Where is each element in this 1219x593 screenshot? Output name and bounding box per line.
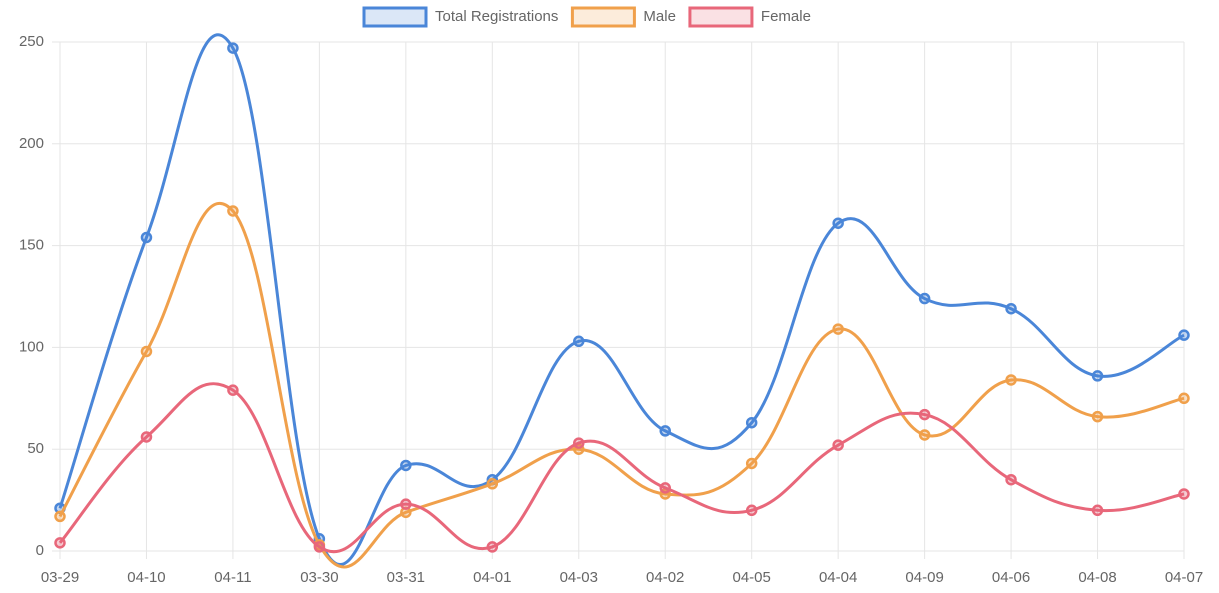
x-tick-label: 04-08 — [1078, 569, 1116, 586]
series-line — [58, 201, 1185, 569]
y-tick-label: 200 — [19, 135, 44, 152]
data-point — [227, 384, 239, 396]
data-point — [227, 205, 239, 217]
legend-label[interactable]: Female — [761, 8, 811, 25]
data-point — [1005, 302, 1017, 315]
data-point — [486, 478, 499, 490]
data-point — [832, 323, 844, 335]
x-tick-label: 04-02 — [646, 569, 684, 586]
data-point — [1178, 392, 1190, 405]
x-tick-label: 03-30 — [300, 569, 338, 586]
data-point — [832, 217, 844, 229]
y-tick-label: 50 — [27, 440, 44, 457]
data-point — [918, 408, 931, 421]
x-tick-label: 04-04 — [819, 569, 857, 586]
data-point — [400, 498, 412, 510]
x-tick-label: 04-10 — [127, 569, 165, 586]
legend-swatch[interactable] — [688, 6, 754, 28]
data-point — [745, 457, 758, 470]
data-point — [1178, 329, 1190, 341]
series-line — [58, 33, 1185, 566]
x-tick-label: 04-06 — [992, 569, 1030, 586]
data-point — [573, 335, 585, 348]
legend-swatch[interactable] — [570, 6, 636, 28]
data-point — [400, 459, 412, 472]
x-tick-label: 03-31 — [387, 569, 425, 586]
data-point — [227, 42, 239, 54]
data-point — [1091, 410, 1104, 423]
series-line — [58, 382, 1185, 554]
y-tick-label: 250 — [19, 33, 44, 50]
data-point — [54, 510, 66, 523]
data-point — [486, 541, 499, 553]
data-point — [573, 437, 585, 449]
x-tick-label: 04-07 — [1165, 569, 1203, 586]
data-point — [659, 425, 671, 437]
data-point — [140, 345, 153, 358]
data-point — [1178, 488, 1190, 500]
x-tick-label: 04-01 — [473, 569, 511, 586]
y-tick-label: 0 — [36, 542, 44, 559]
data-point — [140, 431, 153, 443]
legend-label[interactable]: Male — [643, 8, 676, 25]
data-point — [659, 482, 671, 494]
data-point — [140, 231, 153, 244]
data-point — [745, 416, 758, 429]
x-tick-label: 04-05 — [733, 569, 771, 586]
data-point — [918, 429, 931, 441]
data-point — [1005, 473, 1017, 486]
y-tick-label: 100 — [19, 338, 44, 355]
data-point — [54, 537, 66, 549]
x-tick-label: 03-29 — [41, 569, 79, 586]
legend-label[interactable]: Total Registrations — [435, 8, 558, 25]
data-point — [832, 439, 844, 451]
data-point — [745, 504, 758, 517]
data-point — [1091, 504, 1104, 517]
data-point — [1005, 374, 1017, 386]
data-point — [313, 541, 326, 553]
legend-swatch[interactable] — [362, 6, 428, 28]
data-point — [918, 292, 931, 305]
y-tick-label: 150 — [19, 237, 44, 254]
x-tick-label: 04-11 — [214, 569, 251, 586]
x-tick-label: 04-09 — [905, 569, 943, 586]
data-point — [1091, 370, 1104, 382]
x-tick-label: 04-03 — [560, 569, 598, 586]
